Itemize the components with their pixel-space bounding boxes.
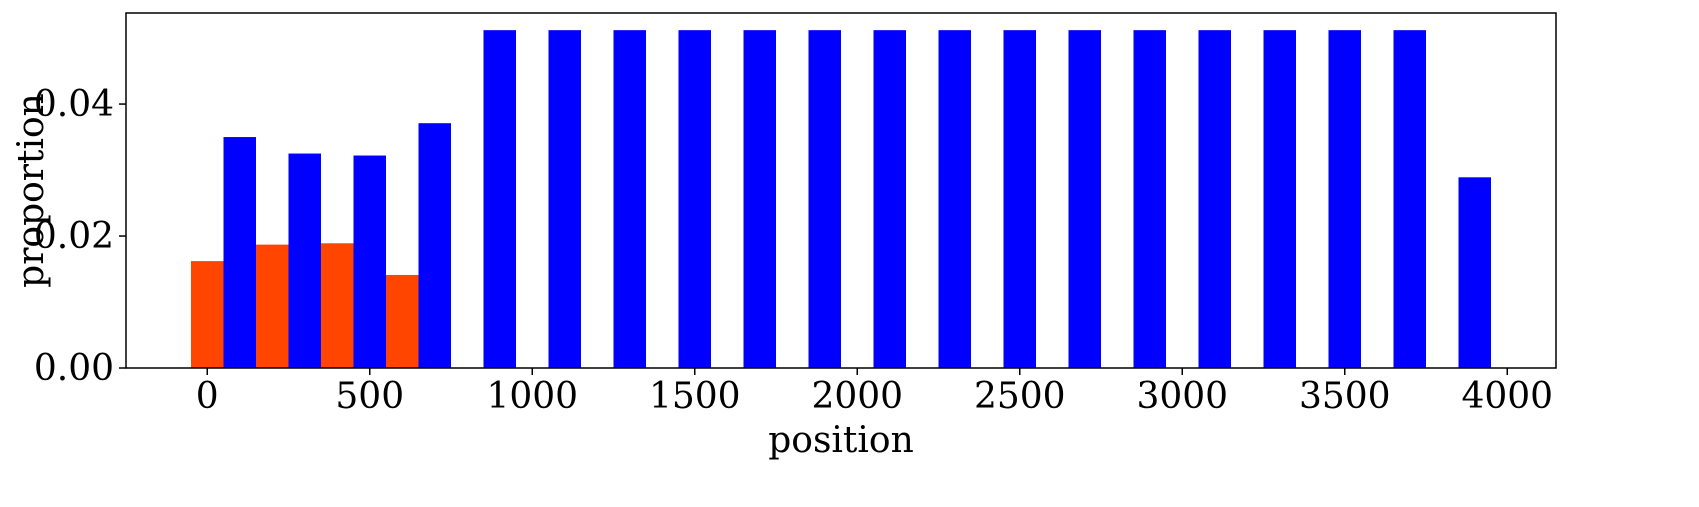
bar-series1-0 <box>191 261 224 368</box>
bar-series2-18 <box>1393 30 1426 369</box>
bar-series2-15 <box>1198 30 1231 369</box>
bar-series2-0 <box>223 137 256 368</box>
x-axis-ticks: 0 500 1000 1500 2000 2500 3000 3500 4000 <box>196 368 1553 417</box>
x-tick-label: 500 <box>335 376 404 417</box>
bar-series2-19 <box>1458 177 1491 368</box>
x-tick-label: 4000 <box>1461 376 1553 417</box>
bar-series1-1 <box>256 244 289 368</box>
bar-series2-17 <box>1328 30 1361 369</box>
x-tick-label: 1000 <box>486 376 578 417</box>
bar-series2-9 <box>808 30 841 369</box>
bar-series2-7 <box>678 30 711 369</box>
y-tick-label: 0.04 <box>34 84 114 125</box>
y-axis-ticks: 0.00 0.02 0.04 <box>34 84 126 389</box>
bar-series2-4 <box>483 30 516 369</box>
y-tick-label: 0.00 <box>34 348 114 389</box>
bar-series2-10 <box>873 30 906 369</box>
bar-series2-3 <box>418 123 451 369</box>
bar-series2-2 <box>353 155 386 368</box>
x-tick-label: 3000 <box>1136 376 1228 417</box>
bar-series2-11 <box>938 30 971 369</box>
bar-series2-6 <box>613 30 646 369</box>
x-tick-label: 2500 <box>974 376 1066 417</box>
x-axis-label: position <box>768 420 914 461</box>
bar-series2-13 <box>1068 30 1101 369</box>
bar-series2-1 <box>288 153 321 368</box>
bar-series1-2 <box>321 243 354 368</box>
bar-series2-8 <box>743 30 776 369</box>
x-tick-label: 1500 <box>649 376 741 417</box>
bar-series2-5 <box>548 30 581 369</box>
bar-series2-16 <box>1263 30 1296 369</box>
y-tick-label: 0.02 <box>34 216 114 257</box>
y-axis-label: proportion <box>11 93 52 288</box>
bar-series2-14 <box>1133 30 1166 369</box>
bar-series1-3 <box>386 274 419 368</box>
x-tick-label: 0 <box>196 376 219 417</box>
bar-series2-12 <box>1003 30 1036 369</box>
bars-group <box>191 30 1491 369</box>
plot-frame <box>125 12 1557 369</box>
x-tick-label: 3500 <box>1299 376 1391 417</box>
x-tick-label: 2000 <box>811 376 903 417</box>
